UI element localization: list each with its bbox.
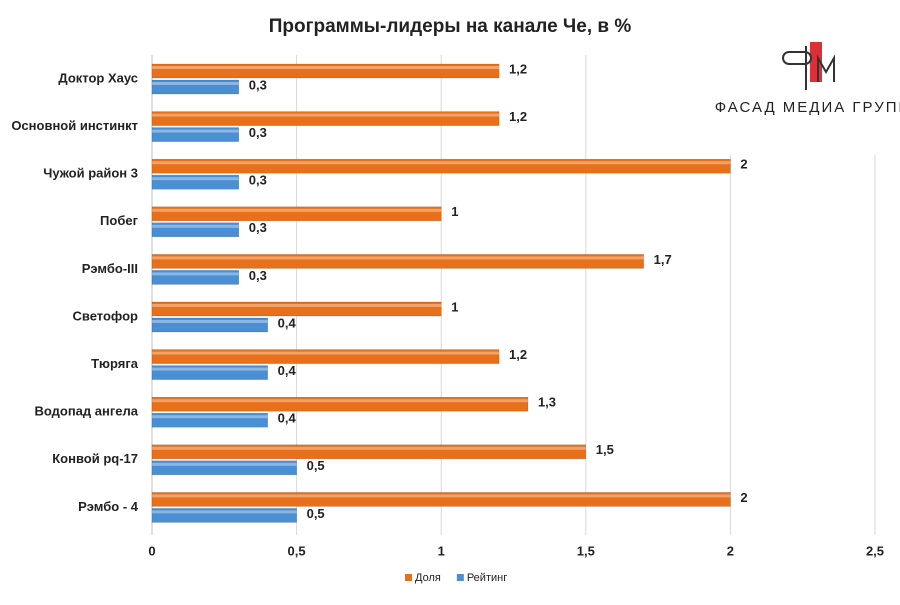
bar: [151, 127, 240, 142]
bar-highlight: [152, 304, 442, 307]
bar: [151, 206, 442, 222]
value-label: 1,2: [509, 109, 527, 124]
bar: [151, 301, 442, 317]
value-label: 1: [451, 299, 458, 314]
bar-highlight: [152, 415, 268, 419]
bar: [151, 174, 240, 190]
y-tick-label: Доктор Хаус: [58, 70, 138, 85]
logo-shape: [817, 54, 835, 82]
bar-highlight: [152, 446, 586, 450]
bar-highlight: [152, 224, 239, 228]
value-label: 1,3: [538, 395, 556, 410]
value-label: 0,4: [278, 363, 297, 378]
bar: [151, 349, 500, 364]
y-tick-label: Побег: [100, 213, 139, 228]
logo: ФАСАД МЕДИА ГРУПП: [715, 0, 900, 155]
bar: [151, 270, 240, 285]
legend-swatch: [456, 574, 464, 581]
bar: [151, 254, 644, 269]
legend-swatch: [405, 574, 412, 581]
logo-text: ФАСАД МЕДИА ГРУПП: [715, 99, 900, 116]
bar: [151, 79, 240, 95]
bar: [151, 396, 529, 412]
value-label: 0,5: [307, 458, 325, 473]
x-tick-label: 2: [727, 543, 734, 558]
y-tick-label: Светофор: [73, 308, 139, 323]
bar: [151, 317, 268, 333]
x-tick-label: 0: [148, 543, 155, 558]
value-label: 2: [740, 490, 747, 505]
bar-highlight: [152, 82, 239, 85]
y-tick-label: Основной инстинкт: [11, 118, 138, 133]
bar: [151, 111, 500, 126]
bar-highlight: [152, 66, 500, 69]
y-tick-label: Водопад ангела: [34, 404, 138, 419]
bar-highlight: [152, 367, 268, 371]
legend-label: Рейтинг: [467, 572, 507, 584]
legend-label: Доля: [415, 572, 441, 584]
bar-highlight: [152, 113, 500, 117]
x-tick-label: 1: [438, 543, 445, 558]
bar-highlight: [152, 510, 297, 514]
value-label: 0,3: [249, 268, 267, 283]
value-label: 0,5: [307, 506, 325, 521]
bar: [151, 222, 240, 238]
bar: [151, 492, 731, 507]
bar: [151, 444, 587, 460]
value-label: 0,3: [249, 77, 267, 92]
bar-highlight: [152, 494, 731, 498]
bar-highlight: [152, 129, 239, 133]
bar-highlight: [152, 272, 239, 276]
value-label: 0,4: [278, 411, 297, 426]
bar: [151, 508, 297, 523]
bar-highlight: [152, 161, 731, 165]
bar: [151, 460, 297, 476]
value-label: 0,4: [278, 315, 297, 330]
value-label: 1,2: [509, 347, 527, 362]
y-tick-label: Тюряга: [91, 356, 139, 371]
x-tick-label: 2,5: [866, 543, 884, 558]
chart-title: Программы-лидеры на канале Че, в %: [269, 16, 632, 37]
bar-highlight: [152, 256, 644, 260]
bar: [151, 412, 268, 428]
bar-highlight: [152, 351, 500, 355]
value-label: 1,5: [596, 442, 614, 457]
bar-highlight: [152, 399, 528, 403]
value-label: 1,7: [654, 252, 672, 267]
value-label: 0,3: [249, 125, 267, 140]
value-label: 0,3: [249, 173, 267, 188]
bar-highlight: [152, 208, 442, 212]
bar-highlight: [152, 177, 239, 181]
x-tick-label: 0,5: [288, 543, 306, 558]
y-tick-label: Рэмбо - 4: [78, 499, 139, 514]
y-tick-label: Рэмбо-III: [82, 261, 138, 276]
value-label: 1,2: [509, 61, 527, 76]
bar: [151, 158, 731, 174]
y-tick-label: Чужой район 3: [43, 166, 138, 181]
value-label: 2: [740, 157, 747, 172]
bar-highlight: [152, 320, 268, 323]
value-label: 1: [451, 204, 458, 219]
x-tick-label: 1,5: [577, 543, 595, 558]
value-label: 0,3: [249, 220, 267, 235]
y-tick-label: Конвой pq-17: [52, 451, 138, 466]
logo-shape: [782, 51, 812, 65]
bar: [151, 63, 500, 79]
bar: [151, 365, 268, 380]
bar-highlight: [152, 462, 297, 466]
